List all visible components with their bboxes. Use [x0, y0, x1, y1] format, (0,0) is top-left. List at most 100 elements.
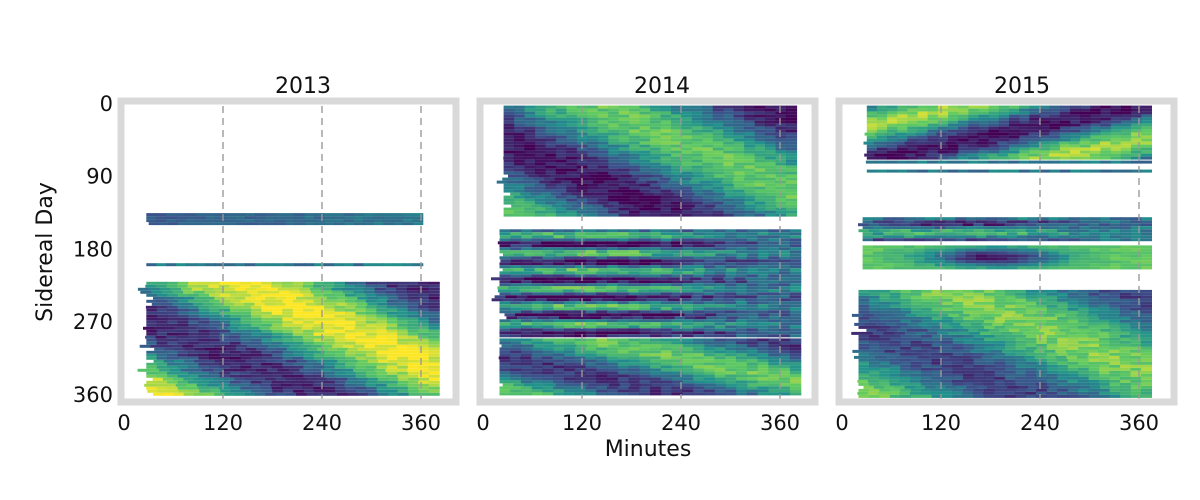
heatmap-cell [219, 350, 231, 354]
heatmap-cell [630, 253, 642, 257]
heatmap-cell [574, 368, 587, 372]
heatmap-cell [617, 365, 630, 369]
heatmap-cell [386, 281, 398, 285]
heatmap-cell [181, 287, 193, 291]
heatmap-cell [1070, 129, 1081, 133]
heatmap-cell [608, 114, 620, 118]
heatmap-cell [639, 147, 651, 151]
heatmap-cell [282, 356, 294, 360]
heatmap-cell [257, 290, 269, 294]
heatmap-cell [1037, 251, 1049, 255]
heatmap-cell [1036, 307, 1048, 311]
heatmap-cell [1057, 301, 1069, 305]
heatmap-cell [215, 219, 226, 223]
heatmap-cell [564, 362, 576, 366]
heatmap-cell [903, 248, 915, 252]
heatmap-cell [1120, 156, 1132, 160]
heatmap-cell [1079, 257, 1091, 261]
heatmap-cell [225, 263, 236, 267]
heatmap-cell [1048, 217, 1060, 221]
heatmap-cell [344, 305, 356, 309]
heatmap-cell [1109, 304, 1121, 308]
heatmap-cell [736, 244, 748, 248]
heatmap-cell [617, 244, 630, 248]
heatmap-cell [545, 201, 557, 205]
heatmap-cell [745, 204, 757, 208]
heatmap-cell [397, 284, 409, 288]
heatmap-cell [607, 334, 619, 338]
heatmap-cell [712, 153, 724, 157]
heatmap-cell [1120, 144, 1132, 148]
heatmap-cell [597, 344, 609, 348]
heatmap-cell [574, 389, 587, 393]
heatmap-cell [779, 289, 791, 293]
heatmap-cell [660, 386, 673, 390]
heatmap-cell [757, 350, 769, 354]
heatmap-cell [1131, 114, 1142, 118]
heatmap-cell [693, 347, 705, 351]
heatmap-cell [184, 347, 196, 351]
heatmap-cell [175, 219, 187, 223]
heatmap-cell [682, 334, 694, 338]
heatmap-cell [628, 232, 640, 236]
heatmap-cell [499, 247, 511, 251]
heatmap-cell [245, 263, 256, 267]
heatmap-cell [876, 160, 887, 164]
heatmap-cell [1007, 251, 1018, 255]
heatmap-cell [531, 204, 543, 208]
heatmap-cell [620, 313, 632, 317]
heatmap-cell [428, 311, 440, 315]
heatmap-cell [660, 353, 673, 357]
heatmap-cell [765, 195, 777, 199]
heatmap-cell [693, 344, 706, 348]
heatmap-cell [948, 169, 959, 173]
heatmap-cell [607, 310, 619, 314]
heatmap-cell [997, 153, 1009, 157]
heatmap-cell [988, 117, 1000, 121]
heatmap-cell [702, 132, 714, 136]
heatmap-cell [786, 159, 798, 163]
heatmap-cell [234, 392, 246, 396]
heatmap-cell [230, 386, 242, 390]
heatmap-cell [376, 323, 388, 327]
heatmap-cell [1120, 295, 1132, 299]
heatmap-cell [996, 238, 1008, 242]
heatmap-cell [775, 156, 787, 160]
heatmap-cell [545, 159, 557, 163]
heatmap-cell [334, 222, 345, 226]
heatmap-cell [345, 329, 357, 333]
heatmap-cell [693, 374, 705, 378]
heatmap-cell [521, 256, 533, 260]
heatmap-cell [789, 250, 802, 254]
heatmap-cell [245, 287, 257, 291]
heatmap-cell [1141, 126, 1152, 130]
heatmap-cell [746, 319, 759, 323]
heatmap-cell [521, 262, 533, 266]
heatmap-cell [503, 114, 515, 118]
heatmap-cell [607, 386, 619, 390]
heatmap-cell [712, 111, 724, 115]
heatmap-cell [347, 377, 358, 381]
heatmap-cell [767, 277, 780, 281]
heatmap-cell [286, 347, 298, 351]
heatmap-cell [587, 147, 599, 151]
heatmap-cell [545, 186, 557, 190]
heatmap-cell [1069, 153, 1081, 157]
heatmap-cell [768, 325, 780, 329]
heatmap-cell [1141, 257, 1152, 261]
heatmap-cell [671, 256, 683, 260]
heatmap-cell [510, 331, 522, 335]
heatmap-cell [282, 389, 294, 393]
heatmap-cell [786, 183, 798, 187]
heatmap-cell [682, 256, 694, 260]
heatmap-cell [927, 117, 939, 121]
heatmap-cell [540, 286, 553, 290]
heatmap-cell [927, 150, 939, 154]
heatmap-cell [535, 171, 547, 175]
heatmap-cell [585, 350, 597, 354]
heatmap-cell [965, 238, 977, 242]
heatmap-cell [976, 217, 987, 221]
heatmap-cell [282, 365, 294, 369]
heatmap-cell [768, 374, 780, 378]
heatmap-cell [1079, 141, 1091, 145]
